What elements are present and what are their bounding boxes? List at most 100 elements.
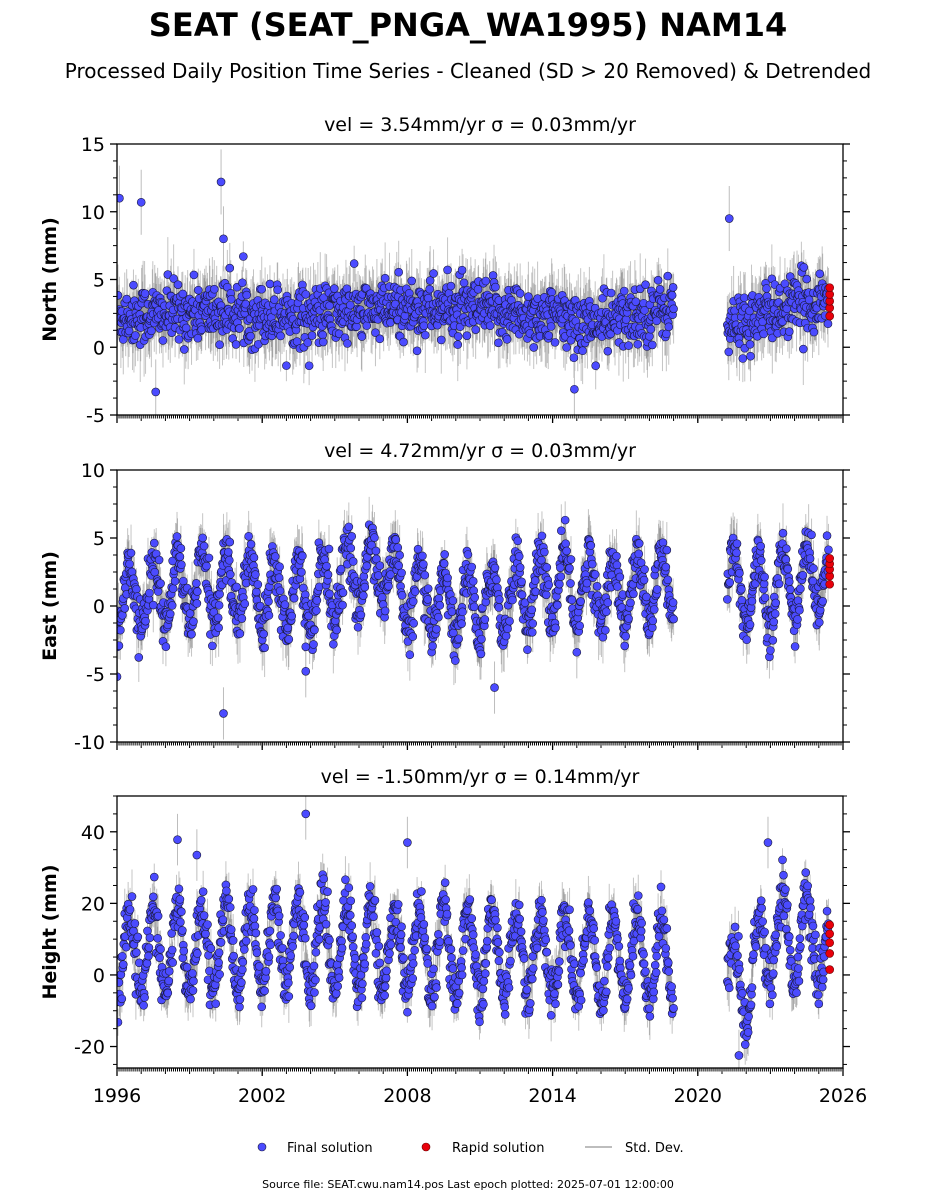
final-point: [345, 300, 355, 310]
final-point: [141, 616, 150, 626]
final-point: [252, 587, 261, 597]
final-point: [177, 560, 186, 570]
final-point: [134, 653, 144, 662]
final-point: [178, 289, 188, 299]
ylabel-north: North (mm): [39, 217, 61, 342]
final-point: [804, 295, 814, 305]
final-point: [269, 295, 279, 304]
final-point: [214, 600, 224, 610]
final-point: [652, 316, 661, 326]
final-point: [809, 327, 819, 337]
final-point: [282, 361, 291, 370]
final-point: [274, 573, 284, 583]
final-point: [429, 269, 438, 278]
final-point: [246, 539, 256, 549]
final-point: [338, 600, 347, 610]
final-point: [192, 579, 201, 588]
final-point: [471, 325, 480, 334]
figure-title: SEAT (SEAT_PNGA_WA1995) NAM14: [149, 6, 787, 44]
panels: vel = 3.54mm/yr σ = 0.03mm/yr North (mm) -…: [39, 114, 867, 1107]
final-point: [242, 290, 252, 300]
final-point: [546, 322, 556, 331]
final-point: [318, 337, 328, 347]
final-point: [259, 629, 268, 639]
final-point: [198, 533, 207, 543]
final-point: [181, 323, 191, 333]
final-point: [457, 265, 467, 275]
final-point: [524, 292, 533, 301]
final-point: [436, 335, 446, 345]
final-point: [759, 329, 768, 339]
ylabel-east: East (mm): [39, 551, 61, 661]
final-point: [307, 331, 317, 340]
final-points-east: [117, 515, 833, 718]
final-point: [131, 331, 140, 340]
final-point: [738, 354, 748, 363]
final-point: [619, 286, 629, 296]
final-point: [462, 331, 472, 340]
final-point: [275, 586, 285, 596]
final-point: [655, 284, 665, 294]
final-point: [633, 339, 643, 349]
final-point: [276, 331, 285, 341]
final-point: [189, 617, 198, 626]
final-points-north: [117, 177, 833, 397]
final-point: [173, 280, 183, 289]
final-point: [399, 337, 408, 347]
final-point: [117, 641, 124, 650]
final-point: [815, 269, 825, 279]
final-point: [550, 338, 560, 347]
final-point: [312, 596, 322, 605]
final-point: [226, 294, 236, 304]
final-point: [669, 304, 678, 314]
final-point: [214, 623, 223, 632]
final-point: [192, 599, 202, 608]
final-point: [275, 562, 284, 572]
final-point: [357, 332, 367, 341]
final-point: [362, 321, 372, 330]
final-point: [117, 625, 125, 635]
final-point: [394, 267, 403, 277]
final-point: [502, 335, 512, 344]
final-point: [323, 570, 333, 579]
final-point: [453, 340, 463, 349]
final-point: [287, 611, 297, 621]
final-point: [645, 332, 654, 341]
final-point: [569, 353, 579, 363]
final-point: [273, 285, 282, 295]
final-point: [149, 538, 159, 548]
final-point: [318, 330, 328, 340]
final-point: [578, 346, 587, 356]
final-point: [231, 340, 241, 349]
final-point: [165, 609, 175, 619]
final-point: [591, 361, 600, 371]
final-point: [653, 275, 663, 285]
final-point: [176, 544, 186, 553]
final-point: [168, 556, 177, 566]
final-point: [325, 589, 334, 599]
final-point: [179, 345, 189, 354]
final-point: [257, 284, 267, 294]
final-point: [566, 335, 576, 345]
data-layer-east: [117, 496, 834, 740]
final-point: [127, 567, 137, 577]
final-point: [606, 329, 615, 339]
panel-north: vel = 3.54mm/yr σ = 0.03mm/yr North (mm) -…: [39, 114, 850, 427]
final-point: [641, 280, 650, 289]
final-point: [325, 301, 334, 311]
final-point: [204, 553, 214, 563]
final-point: [239, 252, 248, 261]
final-point: [202, 561, 211, 571]
final-point: [264, 611, 274, 620]
final-point: [199, 541, 209, 551]
final-point: [260, 643, 269, 652]
final-point: [301, 290, 311, 299]
final-point: [646, 324, 656, 334]
final-point: [412, 346, 422, 356]
final-point: [156, 579, 165, 588]
data-layer-north: [117, 149, 834, 415]
final-point: [238, 278, 247, 288]
final-point: [187, 629, 196, 639]
final-point: [598, 293, 607, 303]
